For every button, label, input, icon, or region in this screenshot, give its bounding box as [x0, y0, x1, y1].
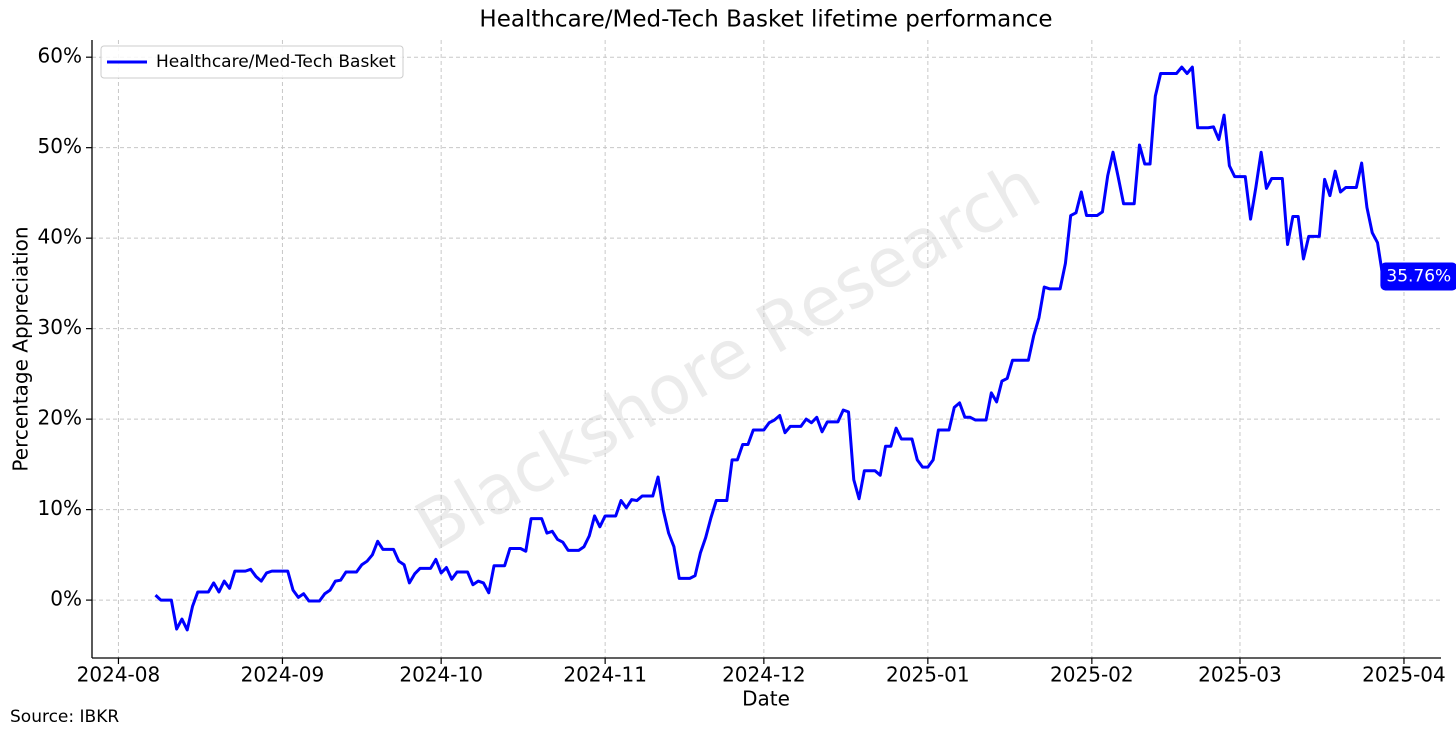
- legend-label: Healthcare/Med-Tech Basket: [156, 52, 396, 72]
- y-tick-label: 20%: [38, 406, 82, 430]
- x-tick-label: 2024-12: [722, 663, 806, 687]
- value-label-box: 35.76%: [1380, 262, 1456, 291]
- y-tick-label: 60%: [38, 44, 82, 68]
- x-tick-label: 2024-10: [399, 663, 483, 687]
- x-tick-label: 2024-08: [77, 663, 161, 687]
- x-tick-label: 2024-09: [241, 663, 325, 687]
- source-note: Source: IBKR: [10, 707, 119, 727]
- value-label: 35.76%: [1386, 267, 1451, 287]
- y-tick-label: 0%: [50, 587, 82, 611]
- legend-box: [100, 45, 404, 79]
- x-tick-label: 2024-11: [563, 663, 647, 687]
- x-tick-label: 2025-03: [1198, 663, 1282, 687]
- y-tick-label: 10%: [38, 496, 82, 520]
- x-tick-label: 2025-04: [1362, 663, 1446, 687]
- x-tick-label: 2025-01: [886, 663, 970, 687]
- chart-title: Healthcare/Med-Tech Basket lifetime perf…: [479, 7, 1052, 33]
- y-tick-label: 30%: [38, 315, 82, 339]
- value-label-background: [1380, 262, 1456, 291]
- data-line: [154, 65, 1385, 632]
- x-axis-label: Date: [742, 687, 790, 711]
- watermark: Blackshore Research: [403, 146, 1054, 567]
- y-axis-label: Percentage Appreciation: [9, 226, 33, 471]
- x-tick-label: 2025-02: [1050, 663, 1134, 687]
- y-tick-label: 50%: [38, 134, 82, 158]
- y-tick-label: 40%: [38, 225, 82, 249]
